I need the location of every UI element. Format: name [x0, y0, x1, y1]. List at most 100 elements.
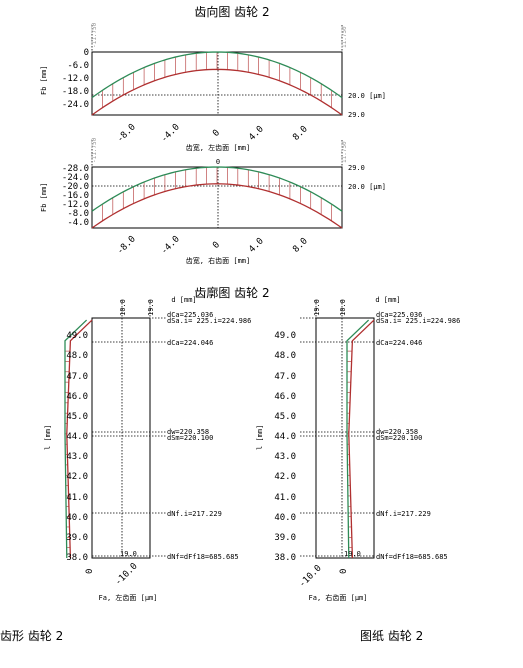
lead-lower-ylabel: Fb [mm]	[40, 182, 48, 212]
profile-left-ylabel: l [mm]	[44, 425, 52, 450]
profile-right-bottom-tick: 0	[339, 569, 349, 574]
profile-right-series-series-line	[348, 319, 375, 559]
lead-lower-xtick: -8.0	[115, 234, 137, 256]
lead-upper-series-series-line	[91, 68, 343, 116]
profile-left-frame	[91, 317, 151, 559]
profile-left-ann-dnf: dNf.i=217.229	[167, 510, 222, 518]
profile-right-top-tick: 10.0	[339, 299, 347, 316]
profile-right-ann-dsm: dSm=220.100	[376, 434, 422, 442]
profile-left-series-series-line	[66, 319, 93, 559]
profile-left-bottom-tick: 0	[85, 569, 95, 574]
profile-right-ytick: 43.0	[274, 452, 296, 462]
profile-left-top-tick: 10.0	[119, 299, 127, 316]
lead-lower-ytick: -28.0	[62, 164, 89, 174]
lead-lower-top-center: 0	[216, 158, 220, 166]
profile-left-ann-da: dCa=225.036	[167, 311, 213, 319]
profile-right-ylabel: l [mm]	[256, 425, 264, 450]
lead-lower-xtick: 4.0	[247, 236, 266, 255]
lead-lower-ytick: -20.0	[62, 182, 89, 192]
lead-lower-mark-left: -11.750	[91, 137, 98, 163]
profile-left-ytick: 44.0	[66, 432, 88, 442]
lead-lower-ytick: -24.0	[62, 173, 89, 183]
lead-upper-xtick: 8.0	[291, 124, 310, 143]
profile-right-ann-da: dCa=225.036	[376, 311, 422, 319]
profile-left-ytick: 43.0	[66, 452, 88, 462]
profile-d-label-right: d [mm]	[375, 296, 400, 304]
lead-upper-ytick: 0	[84, 48, 89, 58]
profile-right-xlabel: Fa, 右齿面 [μm]	[309, 593, 368, 602]
lead-upper-ytick: -24.0	[62, 100, 89, 110]
lead-lower-ytick: -4.0	[67, 218, 89, 228]
profile-right-ytick: 39.0	[274, 533, 296, 543]
profile-right-top-tick: 19.0	[313, 299, 321, 316]
profile-right-ytick: 48.0	[274, 351, 296, 361]
lead-upper-xlabel: 齿宽, 左齿面 [mm]	[186, 143, 251, 152]
profile-left-ytick: 40.0	[66, 513, 88, 523]
profile-right-ytick: 41.0	[274, 493, 296, 503]
lead-lower-right-label: 20.0 [μm]	[348, 183, 386, 191]
footer-right-caption: 图纸 齿轮 2	[360, 629, 423, 643]
profile-left-ytick: 46.0	[66, 392, 88, 402]
profile-left-ytick: 41.0	[66, 493, 88, 503]
profile-right-ann-dnf: dNf.i=217.229	[376, 510, 431, 518]
profile-right-bottom-tick: -10.0	[297, 563, 323, 589]
profile-right-ann-dw: dw=220.358	[376, 428, 418, 436]
profile-right-series-series-line	[346, 319, 370, 559]
lead-lower-series-series-line	[91, 166, 343, 212]
lead-lower-mark-right: 11.750	[341, 141, 348, 163]
lead-upper-xtick: 4.0	[247, 124, 266, 143]
profile-left-ann-dca: dCa=224.046	[167, 339, 213, 347]
profile-right-ytick: 46.0	[274, 392, 296, 402]
lead-upper-ytick: -6.0	[67, 61, 89, 71]
lead-lower-plot: -11.750 11.750 0 -28.0 -24.0 -20.0 -16.0…	[40, 137, 386, 265]
lead-lower-ytick: -12.0	[62, 200, 89, 210]
lead-upper-series-series-line	[91, 51, 343, 99]
lead-lower-xtick: 0	[211, 240, 222, 251]
profile-left-ytick: 38.0	[66, 553, 88, 563]
profile-right-ytick: 49.0	[274, 331, 296, 341]
profile-left-ytick: 48.0	[66, 351, 88, 361]
profile-right-bottom-value: 19.0	[344, 550, 361, 558]
lead-lower-xtick: -4.0	[159, 234, 181, 256]
lead-upper-xtick: -8.0	[115, 122, 137, 144]
lead-upper-right-label: 29.0	[348, 111, 365, 119]
profile-left-top-tick: 19.0	[147, 299, 155, 316]
lead-lower-xtick: 8.0	[291, 236, 310, 255]
profile-left-plot: 10.0 19.0 49.0 48.0 47.0 46.0 45.0 44.0 …	[44, 299, 251, 602]
profile-left-ytick: 39.0	[66, 533, 88, 543]
lead-upper-mark-left: -11.750	[91, 22, 98, 48]
profile-right-ann-df: dNf=dFf18=685.685	[376, 553, 448, 561]
lead-upper-ytick: -18.0	[62, 87, 89, 97]
profile-left-ytick: 47.0	[66, 372, 88, 382]
profile-right-ann-dsa: dSa.i= 225.i=224.986	[376, 317, 460, 325]
profile-right-ytick: 40.0	[274, 513, 296, 523]
lead-chart-title: 齿向图 齿轮 2	[194, 4, 269, 19]
lead-upper-ytick: -12.0	[62, 74, 89, 84]
lead-upper-xtick: -4.0	[159, 122, 181, 144]
lead-upper-right-label: 20.0 [μm]	[348, 92, 386, 100]
profile-right-ann-dca: dCa=224.046	[376, 339, 422, 347]
lead-upper-plot: -11.750 11.750 0 -6.0 -12.0 -18.0 -24.0 …	[40, 22, 386, 152]
lead-lower-ytick: -16.0	[62, 191, 89, 201]
profile-left-bottom-tick: -10.0	[113, 561, 139, 587]
profile-left-bottom-value: 19.0	[120, 550, 137, 558]
profile-right-ytick: 45.0	[274, 412, 296, 422]
profile-right-frame	[315, 317, 375, 559]
profile-right-ytick: 47.0	[274, 372, 296, 382]
profile-right-ytick: 38.0	[274, 553, 296, 563]
profile-right-ytick: 42.0	[274, 472, 296, 482]
profile-right-plot: 19.0 10.0 49.0 48.0 47.0 46.0 45.0 44.0 …	[256, 299, 460, 602]
lead-upper-mark-right: 11.750	[341, 26, 348, 48]
profile-d-label-left: d [mm]	[171, 296, 196, 304]
profile-left-ytick: 45.0	[66, 412, 88, 422]
profile-left-ytick: 42.0	[66, 472, 88, 482]
lead-lower-right-label: 29.0	[348, 164, 365, 172]
footer-left-caption: 齿形 齿轮 2	[0, 629, 63, 643]
profile-left-ann-dw: dw=220.358	[167, 428, 209, 436]
lead-upper-xtick: 0	[211, 128, 222, 139]
profile-left-series-series-line	[64, 319, 88, 559]
lead-lower-xlabel: 齿宽, 右齿面 [mm]	[186, 256, 251, 265]
profile-chart-title: 齿廓图 齿轮 2	[194, 285, 269, 300]
